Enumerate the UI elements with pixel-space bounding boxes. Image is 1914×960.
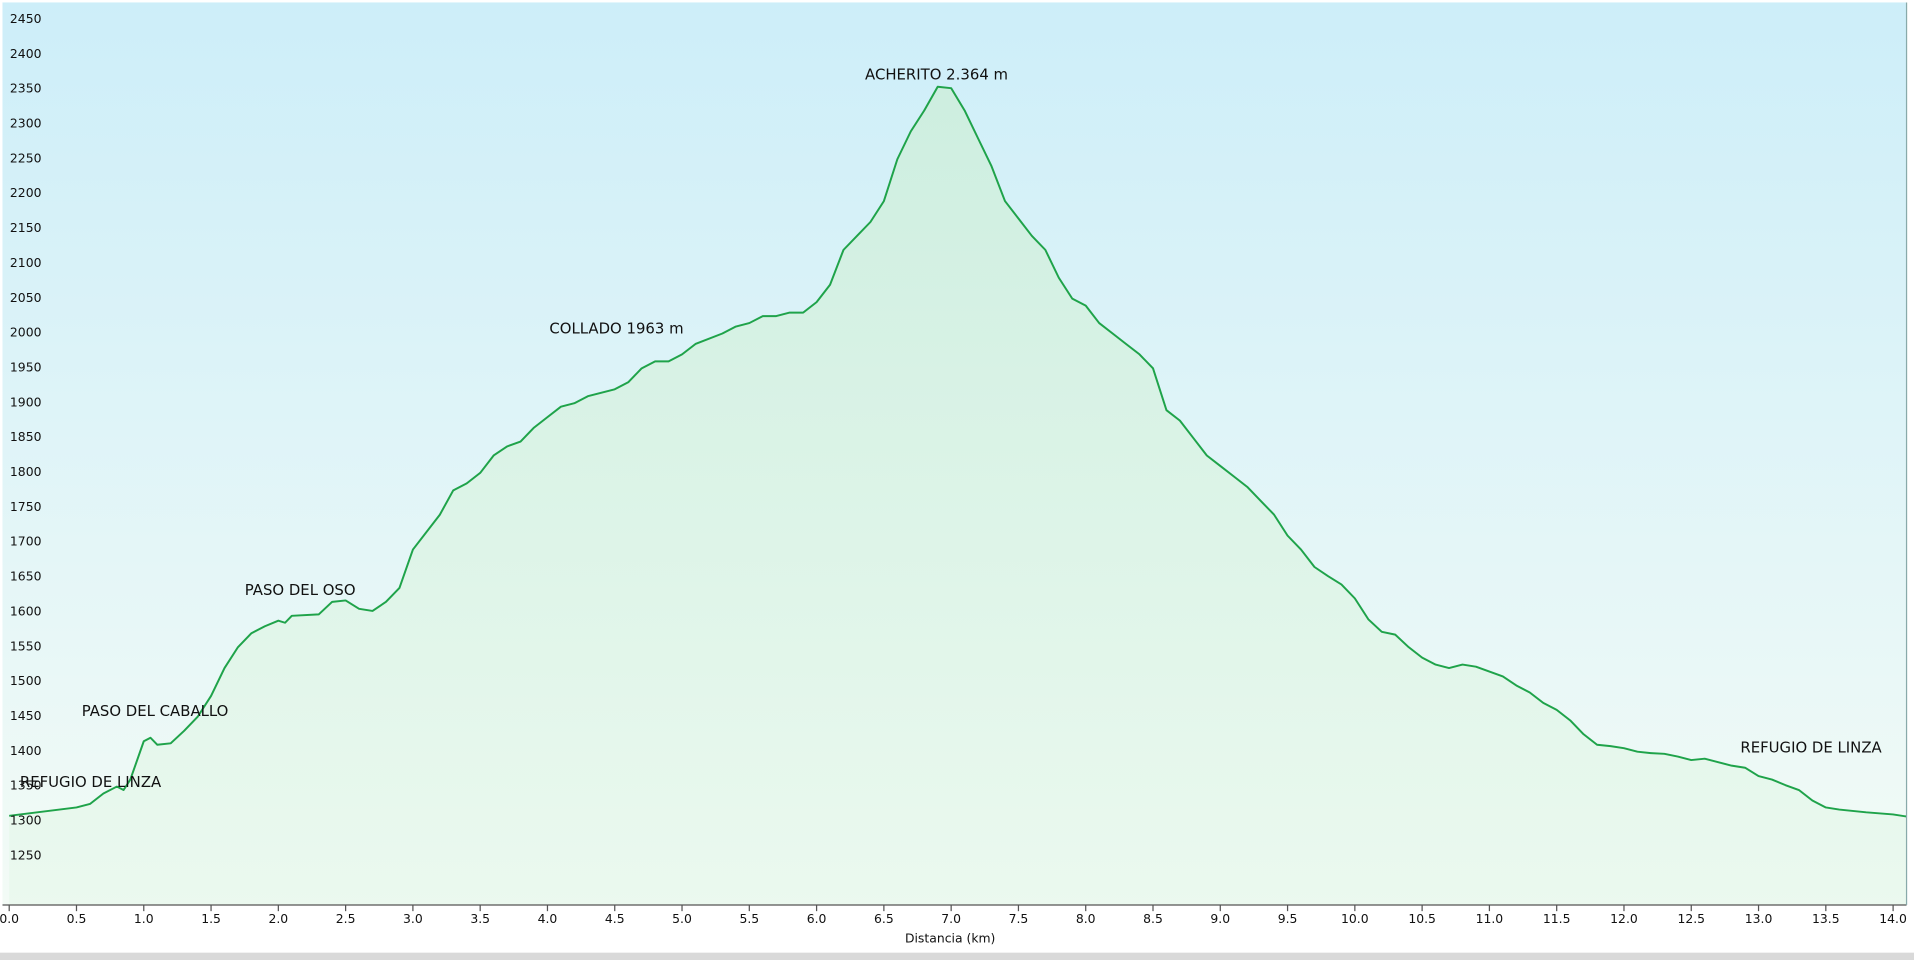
y-tick-label: 1900 xyxy=(10,395,42,409)
x-tick-label: 14.0 xyxy=(1879,912,1907,926)
y-tick-label: 2100 xyxy=(10,256,42,270)
x-tick-label: 10.0 xyxy=(1341,912,1369,926)
annotation: PASO DEL OSO xyxy=(245,582,356,599)
x-tick-label: 3.5 xyxy=(470,912,490,926)
x-tick-label: 11.0 xyxy=(1476,912,1504,926)
y-tick-label: 2450 xyxy=(10,12,42,26)
x-tick-label: 13.0 xyxy=(1745,912,1773,926)
y-tick-label: 1500 xyxy=(10,674,42,688)
x-tick-label: 8.5 xyxy=(1143,912,1163,926)
y-tick-label: 1450 xyxy=(10,709,42,723)
annotation: REFUGIO DE LINZA xyxy=(1740,740,1881,757)
y-tick-label: 2050 xyxy=(10,291,42,305)
y-tick-label: 2400 xyxy=(10,47,42,61)
annotation: ACHERITO 2.364 m xyxy=(865,67,1008,84)
x-tick-label: 13.5 xyxy=(1812,912,1840,926)
x-tick-label: 4.0 xyxy=(538,912,558,926)
x-tick-label: 9.0 xyxy=(1210,912,1230,926)
x-tick-label: 8.0 xyxy=(1076,912,1096,926)
y-tick-label: 1550 xyxy=(10,639,42,653)
annotation: PASO DEL CABALLO xyxy=(82,703,229,720)
y-tick-label: 1800 xyxy=(10,465,42,479)
x-tick-label: 7.5 xyxy=(1009,912,1029,926)
x-tick-label: 1.0 xyxy=(134,912,154,926)
x-tick-label: 5.0 xyxy=(672,912,692,926)
y-tick-label: 2250 xyxy=(10,151,42,165)
y-tick-label: 2350 xyxy=(10,82,42,96)
elevation-line xyxy=(9,85,1907,818)
x-tick-label: 11.5 xyxy=(1543,912,1571,926)
x-tick-label: 0.5 xyxy=(67,912,87,926)
y-tick-label: 1400 xyxy=(10,744,42,758)
x-tick-label: 6.0 xyxy=(807,912,827,926)
annotation: REFUGIO DE LINZA xyxy=(20,774,161,791)
y-tick-label: 2150 xyxy=(10,221,42,235)
x-tick-label: 2.0 xyxy=(268,912,288,926)
y-tick-label: 1250 xyxy=(10,848,42,862)
x-tick-label: 2.5 xyxy=(336,912,356,926)
y-tick-label: 1950 xyxy=(10,361,42,375)
x-tick-label: 0.0 xyxy=(0,912,19,926)
elevation-area xyxy=(9,86,1907,906)
y-tick-label: 1350 xyxy=(10,779,42,793)
y-tick-label: 1850 xyxy=(10,430,42,444)
y-tick-label: 1650 xyxy=(10,570,42,584)
x-tick-label: 1.5 xyxy=(201,912,221,926)
y-tick-label: 2000 xyxy=(10,326,42,340)
y-tick-label: 2200 xyxy=(10,186,42,200)
y-tick-label: 1600 xyxy=(10,605,42,619)
annotation: COLLADO 1963 m xyxy=(549,321,683,338)
y-tick-label: 1300 xyxy=(10,814,42,828)
x-tick-label: 5.5 xyxy=(739,912,759,926)
x-tick-label: 3.0 xyxy=(403,912,423,926)
y-tick-label: 2300 xyxy=(10,117,42,131)
x-tick-label: 12.5 xyxy=(1677,912,1705,926)
x-tick-label: 6.5 xyxy=(874,912,894,926)
x-tick-label: 7.0 xyxy=(941,912,961,926)
x-tick-label: 4.5 xyxy=(605,912,625,926)
x-tick-label: 9.5 xyxy=(1278,912,1298,926)
x-axis-title: Distancia (km) xyxy=(905,932,995,946)
x-tick-label: 10.5 xyxy=(1408,912,1436,926)
y-tick-label: 1700 xyxy=(10,535,42,549)
y-tick-label: 1750 xyxy=(10,500,42,514)
x-tick-label: 12.0 xyxy=(1610,912,1638,926)
